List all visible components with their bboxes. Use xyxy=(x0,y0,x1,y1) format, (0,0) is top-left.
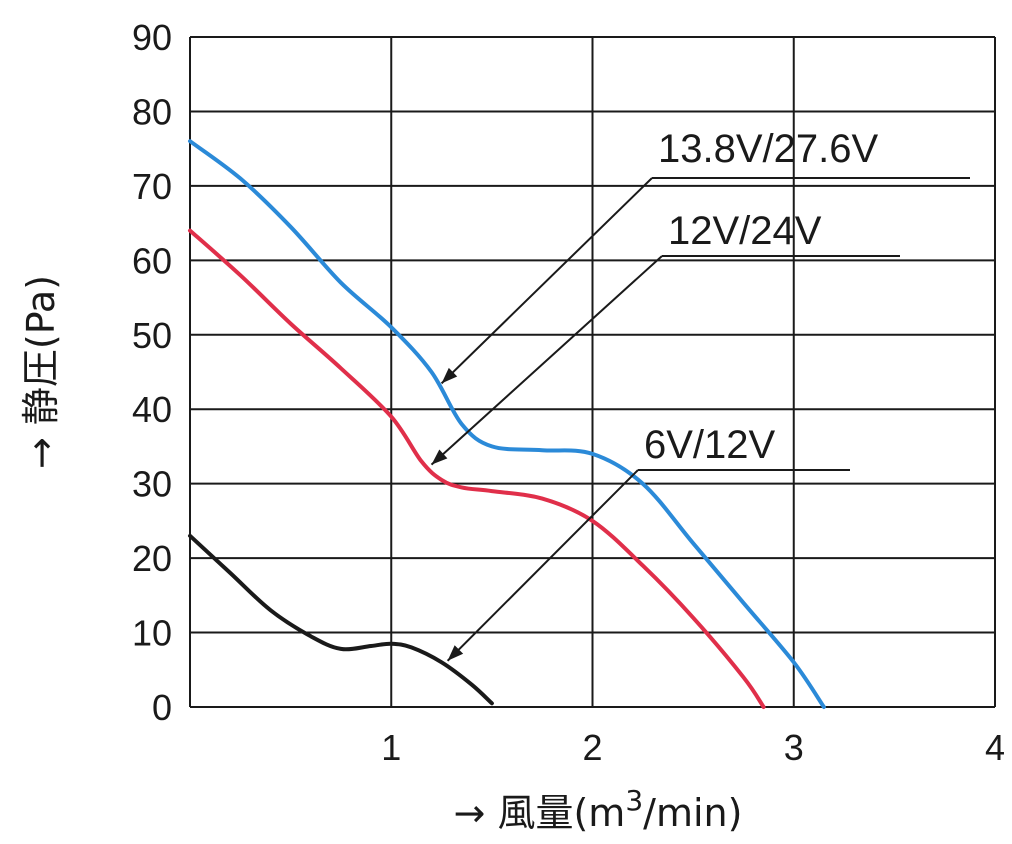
x-tick-label-1: 2 xyxy=(582,727,602,768)
x-tick-label-0: 1 xyxy=(381,727,401,768)
x-tick-labels: 1 2 3 4 xyxy=(381,727,1005,768)
series-line-0 xyxy=(188,139,826,709)
series-line-1 xyxy=(188,228,766,709)
y-tick-labels: 0 10 20 30 40 50 60 70 80 90 xyxy=(132,17,172,728)
y-tick-label-4: 40 xyxy=(132,389,172,430)
y-axis-label: → 静圧(Pa) xyxy=(19,275,63,469)
series-line-2 xyxy=(188,533,494,706)
callout-arrowhead-0 xyxy=(441,367,458,384)
callout-leader-2 xyxy=(446,469,639,662)
y-tick-label-6: 60 xyxy=(132,240,172,281)
x-axis-label: → 風量(m3/min) xyxy=(454,784,743,835)
callout-label-1: 12V/24V xyxy=(668,209,822,253)
y-tick-label-3: 30 xyxy=(132,464,172,505)
callout-label-2: 6V/12V xyxy=(644,423,776,467)
y-tick-label-7: 70 xyxy=(132,166,172,207)
callout-arrowhead-1 xyxy=(431,449,448,465)
x-axis-label-unit: /min) xyxy=(643,791,742,835)
y-tick-label-1: 10 xyxy=(132,613,172,654)
x-axis-label-superscript: 3 xyxy=(625,784,643,817)
series-curves xyxy=(188,139,826,709)
y-tick-label-0: 0 xyxy=(152,687,172,728)
callout-label-0: 13.8V/27.6V xyxy=(658,127,878,171)
y-tick-label-8: 80 xyxy=(132,91,172,132)
callout-leader-0 xyxy=(440,177,653,385)
callout-arrowhead-2 xyxy=(447,645,464,661)
y-tick-label-2: 20 xyxy=(132,538,172,579)
x-tick-label-2: 3 xyxy=(784,727,804,768)
callout-leader-1 xyxy=(430,255,663,466)
y-tick-label-9: 90 xyxy=(132,17,172,58)
x-axis-label-main: → 風量(m xyxy=(454,791,626,835)
x-tick-label-3: 4 xyxy=(985,727,1005,768)
grid xyxy=(189,36,996,708)
callouts: 13.8V/27.6V 12V/24V 6V/12V xyxy=(430,127,970,662)
y-tick-label-5: 50 xyxy=(132,315,172,356)
